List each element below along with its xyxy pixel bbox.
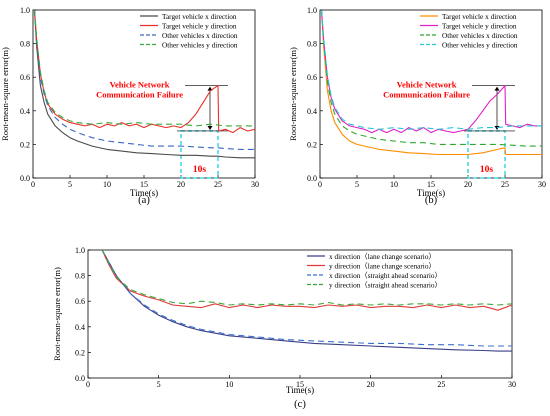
legend-entry: Target vehicle y direction [162, 22, 237, 31]
panel-label: (a) [138, 195, 150, 206]
x-tick-label: 0 [86, 380, 90, 389]
y-tick-label: 0.8 [75, 272, 85, 281]
x-tick-label: 30 [251, 180, 259, 189]
duration-label: 10s [480, 165, 494, 175]
y-tick-label: 0.6 [75, 297, 85, 306]
x-tick-label: 0 [318, 180, 322, 189]
y-axis-label: Root-mean-square error(m) [0, 47, 10, 141]
x-tick-label: 20 [464, 180, 472, 189]
x-tick-label: 20 [367, 380, 375, 389]
duration-label: 10s [193, 165, 207, 175]
y-tick-label: 0.6 [20, 73, 30, 82]
annotation-text: Vehicle Network Communication Failure [383, 79, 470, 99]
x-axis-label: Time(s) [130, 188, 158, 198]
series-line-3 [320, 9, 542, 147]
y-tick-label: 0.0 [20, 174, 30, 183]
series-line-3 [33, 9, 255, 150]
x-tick-label: 10 [390, 180, 398, 189]
panel-label: (b) [425, 195, 438, 206]
arrow-head-up [494, 86, 500, 91]
x-tick-label: 15 [140, 180, 148, 189]
legend-entry: y direction（straight ahead scenario） [329, 281, 442, 290]
arrow-head-down [207, 125, 213, 130]
y-tick-label: 0.4 [20, 107, 30, 116]
x-tick-label: 25 [214, 180, 222, 189]
y-axis-label: Root-mean-square error(m) [52, 267, 62, 361]
x-tick-label: 10 [103, 180, 111, 189]
x-tick-label: 5 [355, 180, 359, 189]
series-line-1 [320, 9, 542, 156]
y-tick-label: 0.6 [307, 73, 317, 82]
x-axis-label: Time(s) [286, 385, 314, 395]
x-tick-label: 10 [225, 380, 233, 389]
y-tick-label: 1.0 [20, 6, 30, 15]
y-tick-label: 1.0 [307, 6, 317, 15]
x-tick-label: 5 [68, 180, 72, 189]
legend-entry: x direction（lane change scenario） [329, 252, 436, 261]
y-tick-label: 0.4 [307, 107, 317, 116]
series-line-2 [101, 249, 513, 311]
legend-entry: Other vehicles x direction [162, 31, 238, 40]
x-tick-label: 20 [177, 180, 185, 189]
x-tick-label: 25 [501, 180, 509, 189]
chart-panel-3: 0 5 10 15 20 25 30 0.0 0.2 0.4 0.6 0.8 1.0 Time(s) Roo… [52, 246, 516, 410]
y-tick-label: 0.2 [20, 140, 30, 149]
annotation-text: Vehicle Network Communication Failure [96, 79, 183, 99]
legend: x direction（lane change scenario）y direc… [307, 252, 442, 290]
x-tick-label: 15 [427, 180, 435, 189]
legend-entry: Target vehicle x direction [162, 12, 237, 21]
legend-entry: Target vehicle y direction [442, 22, 517, 31]
x-axis-label: Time(s) [417, 188, 445, 198]
plot-frame [87, 249, 513, 379]
series-line-4 [101, 249, 513, 306]
series-line-4 [320, 9, 542, 130]
legend-entry: y direction（lane change scenario） [329, 262, 436, 271]
x-tick-label: 30 [508, 380, 516, 389]
legend-entry: x direction（straight ahead scenario） [329, 271, 442, 280]
series-line-2 [320, 9, 542, 134]
legend-entry: Other vehicles y direction [442, 41, 518, 50]
series-line-1 [33, 9, 255, 159]
series-line-2 [33, 9, 256, 134]
chart-panel-2: 0 5 10 15 20 25 30 0.0 0.2 0.4 0.6 0.8 1.0 Time(s) Roo… [288, 6, 546, 206]
y-tick-label: 0.0 [75, 374, 85, 383]
series-line-3 [101, 249, 512, 347]
series-line-4 [33, 9, 255, 127]
panel-label: (c) [294, 399, 306, 410]
x-tick-label: 0 [31, 180, 35, 189]
y-tick-label: 0.4 [75, 323, 85, 332]
legend-entry: Other vehicles y direction [162, 41, 238, 50]
x-tick-label: 25 [437, 380, 445, 389]
y-tick-label: 1.0 [75, 246, 85, 255]
y-tick-label: 0.2 [307, 140, 317, 149]
y-tick-label: 0.0 [307, 174, 317, 183]
legend-entry: Target vehicle x direction [442, 12, 517, 21]
x-tick-label: 5 [157, 380, 161, 389]
y-axis-label: Root-mean-square error(m) [288, 47, 298, 141]
legend-entry: Other vehicles x direction [442, 31, 518, 40]
y-tick-label: 0.8 [307, 40, 317, 49]
x-tick-label: 30 [538, 180, 546, 189]
x-tick-label: 15 [296, 380, 304, 389]
y-tick-label: 0.2 [75, 348, 85, 357]
chart-panel-1: 0 5 10 15 20 25 30 0.0 0.2 0.4 0.6 0.8 1.0 Time(s) Roo… [0, 6, 259, 206]
y-tick-label: 0.8 [20, 40, 30, 49]
